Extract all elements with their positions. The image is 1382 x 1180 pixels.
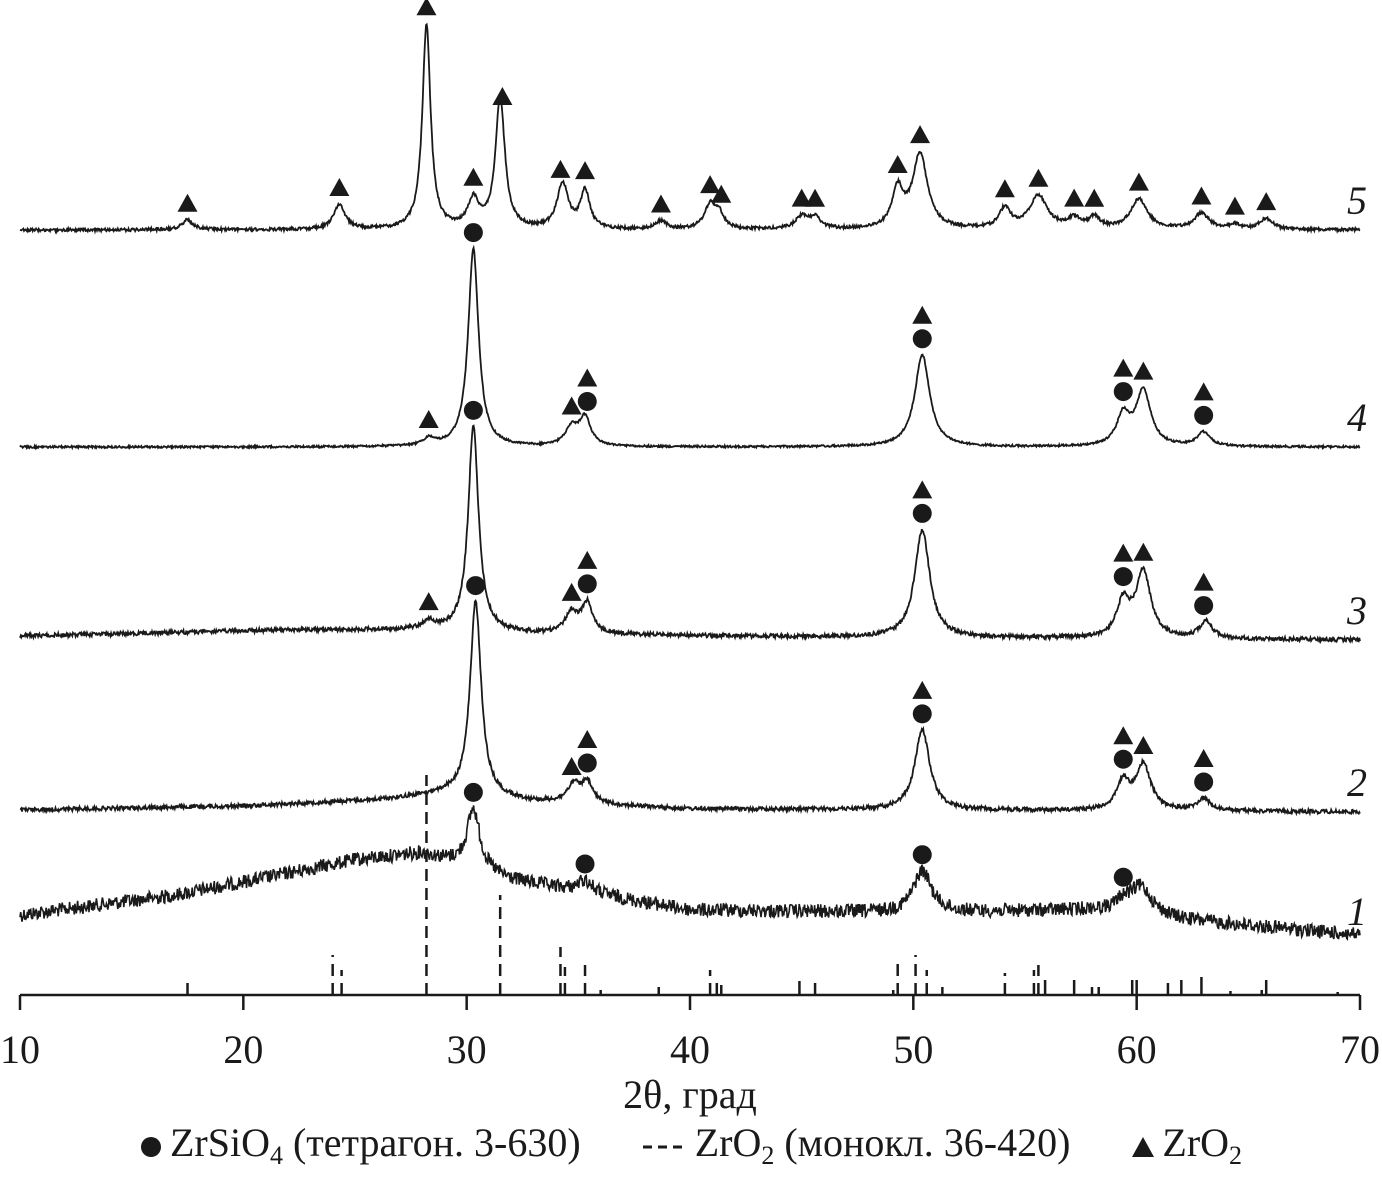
triangle-marker (910, 125, 931, 144)
triangle-marker (711, 184, 732, 203)
circle-marker (577, 753, 597, 773)
triangle-marker (1113, 726, 1134, 745)
circle-marker (912, 845, 932, 865)
pattern-label-5: 5 (1347, 178, 1367, 223)
pattern-2-line (19, 598, 1361, 817)
triangle-marker (912, 480, 933, 499)
x-tick-label: 30 (447, 1027, 487, 1072)
phase-markers (177, 0, 1277, 887)
x-axis-title: 2θ, град (623, 1072, 757, 1117)
circle-marker (1194, 405, 1214, 425)
triangle-marker (463, 167, 484, 186)
triangle-marker (1133, 735, 1154, 754)
triangle-marker (1256, 192, 1277, 211)
pattern-4-line (19, 244, 1361, 451)
triangle-marker (1128, 172, 1149, 191)
circle-marker (463, 223, 483, 243)
legend-item-zro2-monoclinic: ZrO2 (монокл. 36-420) (642, 1118, 1070, 1169)
x-axis: 10 20 30 40 50 60 70 (0, 993, 1380, 1072)
circle-marker (577, 392, 597, 412)
triangle-marker (329, 177, 350, 196)
circle-marker (1113, 567, 1133, 587)
circle-marker (463, 400, 483, 420)
pattern-5-line (19, 22, 1361, 235)
pattern-label-1: 1 (1347, 889, 1367, 934)
circle-marker (1113, 749, 1133, 769)
triangle-marker (912, 305, 933, 324)
circle-marker (912, 329, 932, 349)
triangle-marker (577, 550, 598, 569)
triangle-marker (912, 680, 933, 699)
pattern-label-3: 3 (1346, 588, 1367, 633)
triangle-icon (1132, 1136, 1155, 1157)
triangle-marker (1193, 748, 1214, 767)
circle-marker (1113, 382, 1133, 402)
diffraction-patterns: 1 2 3 4 5 (19, 22, 1367, 941)
x-tick-label: 10 (0, 1027, 40, 1072)
reference-lines (186, 775, 1339, 995)
x-tick-label: 60 (1117, 1027, 1157, 1072)
triangle-marker (887, 154, 908, 173)
triangle-marker (994, 179, 1015, 198)
triangle-marker (1113, 543, 1134, 562)
circle-marker (575, 854, 595, 874)
triangle-marker (700, 175, 721, 194)
triangle-marker (418, 410, 439, 429)
pattern-label-2: 2 (1347, 760, 1367, 805)
triangle-marker (561, 582, 582, 601)
triangle-marker (561, 396, 582, 415)
triangle-marker (1193, 382, 1214, 401)
circle-marker (466, 576, 486, 596)
triangle-marker (577, 730, 598, 749)
triangle-marker (492, 87, 513, 106)
circle-marker (912, 503, 932, 523)
x-tick-label: 50 (893, 1027, 933, 1072)
circle-marker (463, 782, 483, 802)
circle-marker (1194, 596, 1214, 616)
triangle-marker (1028, 168, 1049, 187)
triangle-marker (418, 592, 439, 611)
triangle-marker (1133, 542, 1154, 561)
triangle-marker (575, 161, 596, 180)
triangle-marker (1084, 188, 1105, 207)
triangle-marker (1224, 196, 1245, 215)
triangle-marker (550, 159, 571, 178)
circle-marker (1194, 772, 1214, 792)
legend: ZrSiO4 (тетрагон. 3-630) ZrO2 (монокл. 3… (0, 1118, 1382, 1169)
circle-marker (912, 704, 932, 724)
x-tick-label: 70 (1340, 1027, 1380, 1072)
triangle-marker (561, 756, 582, 775)
triangle-marker (805, 188, 826, 207)
triangle-marker (1064, 188, 1085, 207)
circle-icon (140, 1136, 161, 1157)
triangle-marker (1193, 572, 1214, 591)
dashed-line-icon (642, 1145, 687, 1149)
x-tick-label: 20 (223, 1027, 263, 1072)
circle-marker (577, 574, 597, 594)
legend-item-zrsio4: ZrSiO4 (тетрагон. 3-630) (140, 1118, 581, 1169)
triangle-marker (577, 368, 598, 387)
x-tick-label: 40 (670, 1027, 710, 1072)
triangle-marker (791, 188, 812, 207)
triangle-marker (650, 194, 671, 213)
triangle-marker (416, 0, 437, 16)
legend-item-zro2: ZrO2 (1132, 1118, 1242, 1169)
triangle-marker (1133, 361, 1154, 380)
pattern-3-line (19, 424, 1361, 645)
triangle-marker (1113, 358, 1134, 377)
pattern-1-line (19, 805, 1361, 941)
pattern-label-4: 4 (1347, 395, 1367, 440)
circle-marker (1113, 867, 1133, 887)
triangle-marker (177, 193, 198, 212)
triangle-marker (1191, 186, 1212, 205)
